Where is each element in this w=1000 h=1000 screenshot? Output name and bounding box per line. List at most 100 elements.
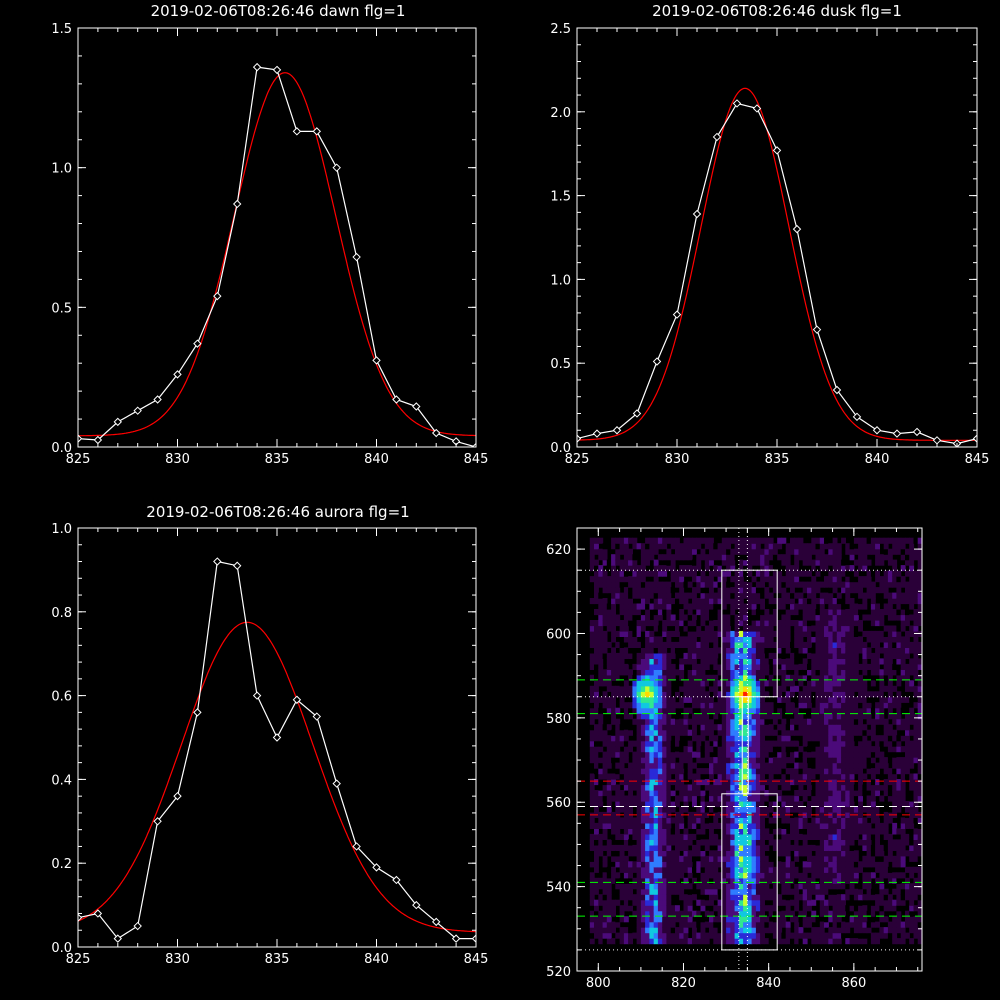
heatmap-cell (760, 861, 765, 868)
heatmap-cell (849, 603, 855, 610)
heatmap-cell (807, 663, 812, 670)
heatmap-cell (709, 795, 714, 802)
heatmap-cell (692, 927, 697, 934)
heatmap-cell (679, 543, 685, 550)
heatmap-cell (709, 806, 714, 813)
heatmap-cell (858, 790, 863, 797)
heatmap-cell (807, 850, 812, 857)
heatmap-cell (751, 872, 757, 879)
heatmap-cell (755, 735, 761, 742)
heatmap-cell (883, 877, 889, 884)
heatmap-cell (815, 883, 821, 890)
heatmap-cell (836, 855, 842, 862)
heatmap-cell (815, 620, 821, 627)
heatmap-cell (657, 603, 663, 610)
heatmap-cell (615, 581, 621, 588)
heatmap-cell (764, 614, 770, 621)
heatmap-cell (653, 680, 659, 687)
heatmap-cell (870, 724, 876, 731)
heatmap-cell (653, 647, 659, 654)
heatmap-cell (858, 806, 863, 813)
heatmap-cell (717, 680, 723, 687)
heatmap-cell (798, 570, 804, 577)
heatmap-cell (606, 822, 612, 829)
heatmap-cell (598, 658, 604, 665)
heatmap-cell (636, 702, 642, 709)
heatmap-cell (611, 685, 616, 692)
heatmap-cell (870, 811, 876, 818)
heatmap-cell (734, 866, 740, 873)
heatmap-cell (645, 696, 650, 703)
heatmap-cell (836, 554, 842, 561)
heatmap-cell (662, 817, 668, 824)
heatmap-cell (853, 927, 859, 934)
heatmap-cell (887, 757, 893, 764)
heatmap-cell (670, 702, 676, 709)
heatmap-cell (640, 570, 646, 577)
heatmap-cell (645, 592, 650, 599)
heatmap-cell (666, 537, 672, 544)
heatmap-cell (807, 790, 812, 797)
heatmap-cell (875, 910, 880, 917)
heatmap-cell (615, 822, 621, 829)
heatmap-cell (743, 795, 748, 802)
heatmap-cell (875, 850, 880, 857)
heatmap-cell (666, 888, 672, 895)
heatmap-cell (602, 702, 608, 709)
heatmap-cell (879, 932, 885, 939)
heatmap-cell (743, 806, 748, 813)
heatmap-cell (764, 762, 770, 769)
heatmap-cell (760, 565, 765, 572)
heatmap-cell (696, 883, 702, 890)
heatmap-cell (721, 872, 727, 879)
heatmap-cell (717, 751, 723, 758)
heatmap-cell (730, 598, 736, 605)
heatmap-cell (892, 779, 898, 786)
heatmap-cell (615, 850, 621, 857)
heatmap-cell (802, 921, 808, 928)
heatmap-cell (845, 680, 851, 687)
heatmap-cell (692, 696, 697, 703)
heatmap-cell (611, 559, 616, 566)
heatmap-cell (632, 801, 638, 808)
heatmap-cell (828, 620, 834, 627)
heatmap-cell (615, 833, 621, 840)
dawn-data-point (272, 65, 282, 75)
heatmap-cell (709, 543, 714, 550)
dawn-data-point (352, 252, 361, 262)
heatmap-cell (862, 784, 868, 791)
heatmap-cell (700, 916, 706, 923)
heatmap-cell (858, 740, 863, 747)
heatmap-cell (858, 768, 863, 775)
heatmap-cell (679, 658, 685, 665)
heatmap-cell (755, 652, 761, 659)
heatmap-cell (662, 620, 668, 627)
heatmap-cell (657, 894, 663, 901)
heatmap-cell (721, 559, 727, 566)
heatmap-cell (892, 685, 898, 692)
heatmap-cell (628, 702, 633, 709)
heatmap-cell (862, 707, 868, 714)
dusk-y-tick-label: 0.5 (550, 357, 571, 372)
heatmap-cell (845, 806, 851, 813)
heatmap-cell (832, 663, 838, 670)
dusk-chart-title: 2019-02-06T08:26:46 dusk flg=1 (652, 2, 902, 20)
heatmap-cell (862, 565, 868, 572)
heatmap-cell (743, 773, 748, 780)
heatmap-cell (755, 630, 761, 637)
heatmap-cell (589, 641, 595, 648)
heatmap-cell (670, 620, 676, 627)
heatmap-cell (824, 806, 829, 813)
heatmap-cell (743, 565, 748, 572)
heatmap-cell (649, 707, 655, 714)
heatmap-cell (683, 658, 689, 665)
heatmap-cell (892, 784, 898, 791)
heatmap-cell (683, 636, 689, 643)
heatmap-cell (879, 795, 885, 802)
heatmap-cell (687, 581, 693, 588)
heatmap-cell (589, 658, 595, 665)
heatmap-cell (802, 850, 808, 857)
heatmap-cell (594, 592, 599, 599)
heatmap-cell (870, 921, 876, 928)
heatmap-cell (875, 921, 880, 928)
